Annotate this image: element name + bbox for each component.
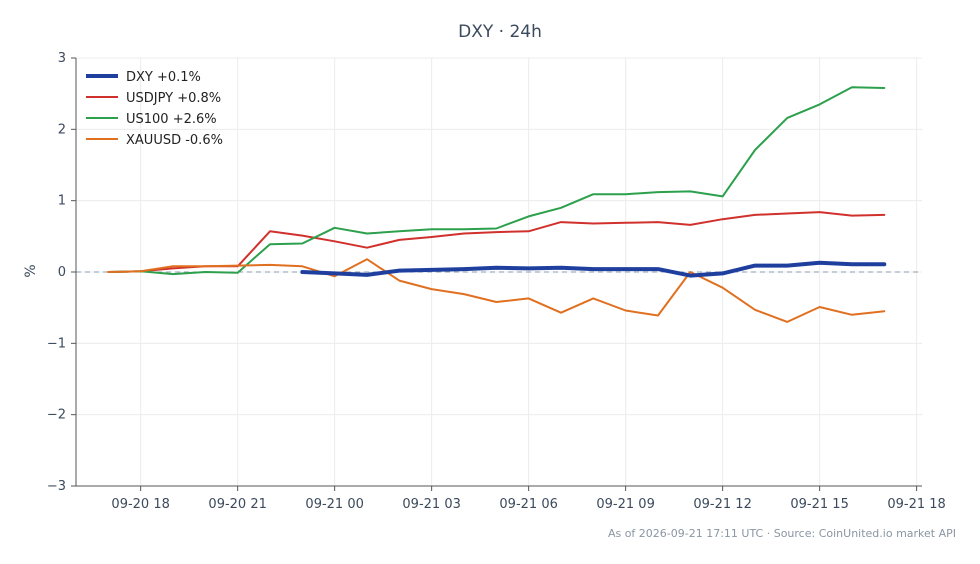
- y-tick-label: −1: [47, 336, 66, 351]
- x-tick-label: 09-21 06: [499, 497, 557, 512]
- legend: DXY +0.1% USDJPY +0.8% US100 +2.6% XAUUSD -…: [86, 70, 223, 148]
- legend-label: DXY +0.1%: [126, 70, 201, 85]
- legend-label: XAUUSD -0.6%: [126, 133, 223, 148]
- x-tick-label: 09-21 09: [596, 497, 654, 512]
- x-tick-label: 09-21 12: [693, 497, 751, 512]
- y-tick-label: −2: [47, 408, 66, 423]
- series-line-2: [107, 86, 886, 276]
- legend-label: US100 +2.6%: [126, 112, 217, 127]
- y-axis-label: %: [23, 264, 39, 277]
- chart-title: DXY · 24h: [458, 22, 542, 42]
- y-tick-label: 3: [58, 51, 66, 66]
- source-footnote: As of 2026-09-21 17:11 UTC · Source: Coi…: [608, 527, 956, 540]
- axis-layer: 3 2 1 0 −1 −2 −3 09-20 18 09-20 21 09-21 00 09-21 …: [47, 51, 946, 512]
- series-layer: [107, 86, 887, 323]
- x-tick-label: 09-21 00: [305, 497, 363, 512]
- y-tick-label: 2: [58, 122, 66, 137]
- y-tick-label: 1: [58, 194, 66, 209]
- x-tick-label: 09-20 21: [208, 497, 266, 512]
- legend-label: USDJPY +0.8%: [126, 91, 221, 106]
- series-line-0: [300, 260, 887, 278]
- series-line-3: [107, 258, 886, 323]
- y-tick-label: 0: [58, 265, 66, 280]
- series-line-1: [107, 211, 886, 273]
- x-tick-label: 09-20 18: [111, 497, 169, 512]
- x-tick-label: 09-21 18: [887, 497, 945, 512]
- x-tick-label: 09-21 03: [402, 497, 460, 512]
- x-tick-label: 09-21 15: [790, 497, 848, 512]
- y-tick-label: −3: [47, 479, 66, 494]
